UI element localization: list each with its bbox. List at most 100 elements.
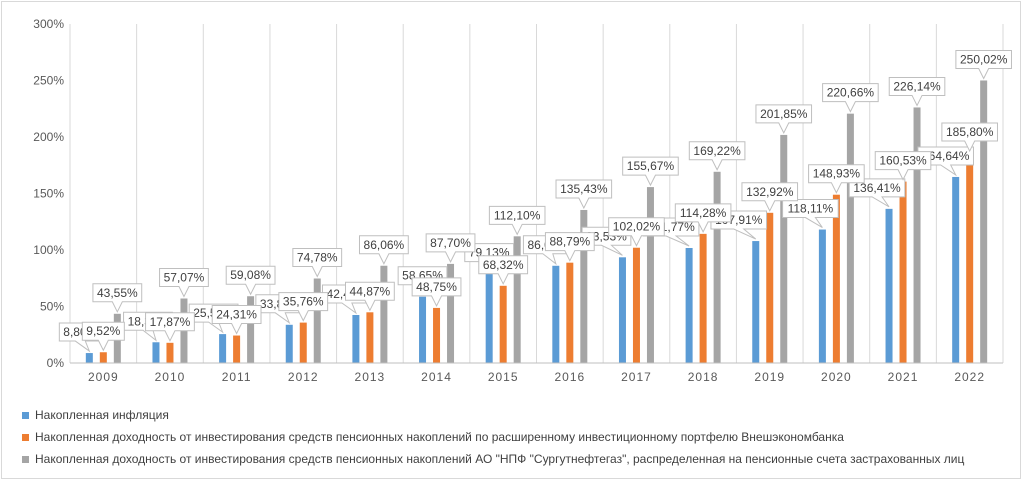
- data-label-text: 226,14%: [893, 79, 941, 93]
- legend-swatch-veb: [22, 433, 29, 441]
- chart-plot: 0% 50% 100% 150% 200% 250% 300% 2009 2010 2011 201…: [33, 17, 1012, 384]
- data-label-box: [674, 203, 732, 233]
- data-label-veb: 9,52%: [81, 321, 125, 352]
- data-label-npf: 250,02%: [955, 49, 1012, 80]
- legend-label-npf: Накопленная доходность от инвестирования…: [35, 452, 965, 466]
- data-label-text: 155,67%: [627, 159, 675, 173]
- bar-npf: [580, 209, 588, 363]
- bar-inflation: [952, 176, 960, 363]
- data-label-veb: 68,32%: [478, 255, 529, 285]
- data-label-box: [425, 233, 476, 264]
- data-label-text: 136,41%: [853, 181, 901, 195]
- legend-label-inflation: Накопленная инфляция: [35, 408, 169, 422]
- legend-item-veb: Накопленная доходность от инвестирования…: [22, 426, 1012, 448]
- bar-inflation: [152, 342, 160, 363]
- bar-veb: [966, 153, 974, 363]
- bar-veb: [433, 307, 441, 363]
- bar-inflation: [618, 257, 626, 363]
- x-tick-label: 2017: [621, 370, 652, 384]
- x-tick-label: 2020: [821, 370, 852, 384]
- data-label-text: 44,87%: [350, 284, 391, 298]
- data-label-text: 86,06%: [364, 238, 405, 252]
- bar-veb: [832, 194, 840, 363]
- data-label-text: 148,93%: [813, 167, 861, 181]
- data-label-box: [874, 151, 932, 181]
- y-tick-label: 250%: [33, 74, 64, 88]
- legend: Накопленная инфляция Накопленная доходно…: [22, 404, 1012, 470]
- legend-swatch-npf: [22, 455, 29, 463]
- data-label-box: [358, 235, 409, 265]
- data-label-text: 17,87%: [150, 315, 191, 329]
- data-label-text: 185,80%: [946, 125, 994, 139]
- y-tick-label: 300%: [33, 17, 64, 31]
- data-label-text: 132,92%: [746, 185, 794, 199]
- data-label-veb: 44,87%: [344, 281, 395, 312]
- bar-inflation: [85, 353, 93, 363]
- data-label-text: 112,10%: [494, 208, 541, 222]
- data-label-npf: 74,78%: [292, 247, 343, 278]
- data-label-inflation: 164,64%: [917, 146, 974, 177]
- x-tick-label: 2021: [888, 370, 919, 384]
- x-tick-label: 2010: [155, 370, 186, 384]
- data-label-veb: 48,75%: [411, 277, 462, 308]
- x-tick-label: 2009: [88, 370, 119, 384]
- data-label-box: [955, 49, 1012, 80]
- legend-label-veb: Накопленная доходность от инвестирования…: [35, 430, 844, 444]
- data-label-text: 24,31%: [216, 308, 257, 322]
- data-label-veb: 35,76%: [278, 292, 329, 322]
- data-label-text: 74,78%: [297, 250, 338, 264]
- data-label-npf: 86,06%: [358, 235, 409, 265]
- bar-npf: [713, 171, 721, 363]
- data-label-box: [292, 247, 343, 278]
- legend-item-npf: Накопленная доходность от инвестирования…: [22, 448, 1012, 470]
- bar-npf: [646, 187, 654, 363]
- data-label-npf: 226,14%: [888, 76, 946, 107]
- data-label-box: [278, 292, 329, 322]
- x-tick-label: 2011: [222, 370, 252, 384]
- bar-veb: [166, 342, 174, 363]
- data-label-npf: 201,85%: [755, 104, 813, 135]
- bar-npf: [846, 113, 854, 363]
- legend-swatch-inflation: [22, 411, 29, 419]
- data-label-inflation: 118,11%: [782, 199, 839, 228]
- data-label-veb: 24,31%: [211, 305, 262, 335]
- bar-veb: [632, 247, 640, 363]
- x-tick-label: 2018: [688, 370, 719, 384]
- bar-inflation: [352, 314, 360, 363]
- data-label-text: 160,53%: [879, 154, 927, 168]
- bar-npf: [447, 263, 455, 363]
- data-label-text: 48,75%: [416, 280, 457, 294]
- bar-veb: [699, 233, 707, 363]
- data-label-npf: 57,07%: [159, 268, 209, 298]
- data-label-text: 59,08%: [230, 268, 271, 282]
- data-label-text: 250,02%: [960, 52, 1008, 66]
- data-label-npf: 112,10%: [488, 205, 546, 236]
- data-label-box: [755, 104, 813, 135]
- data-label-box: [622, 156, 679, 187]
- data-label-veb: 132,92%: [741, 182, 799, 212]
- x-tick-label: 2012: [288, 370, 319, 384]
- data-label-text: 169,22%: [693, 144, 741, 158]
- bar-npf: [980, 80, 988, 363]
- data-label-npf: 59,08%: [225, 265, 276, 296]
- data-label-text: 87,70%: [430, 236, 471, 250]
- data-label-box: [808, 164, 865, 194]
- data-label-box: [688, 141, 746, 171]
- data-label-veb: 185,80%: [941, 122, 998, 153]
- legend-item-inflation: Накопленная инфляция: [22, 404, 1012, 426]
- data-label-text: 114,28%: [680, 206, 727, 220]
- data-label-veb: 88,79%: [544, 232, 595, 262]
- data-label-text: 88,79%: [549, 235, 590, 249]
- bar-inflation: [685, 247, 693, 363]
- data-label-box: [145, 312, 195, 342]
- data-label-box: [741, 182, 799, 212]
- data-label-box: [888, 76, 946, 107]
- bar-veb: [899, 181, 907, 363]
- data-label-box: [344, 281, 395, 312]
- bar-veb: [99, 352, 107, 363]
- data-label-text: 35,76%: [283, 295, 324, 309]
- bar-inflation: [752, 241, 760, 363]
- x-tick-label: 2016: [554, 370, 585, 384]
- data-label-box: [941, 122, 998, 153]
- bar-npf: [380, 265, 388, 363]
